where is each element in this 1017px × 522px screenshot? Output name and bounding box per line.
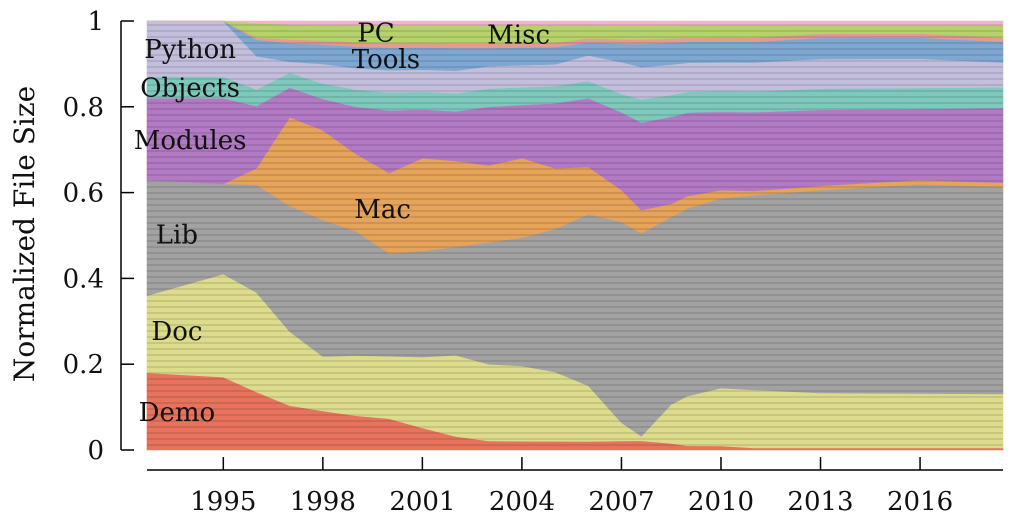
objects-area-texture	[147, 72, 1003, 123]
pc-area-texture	[147, 21, 1003, 49]
x-tick-label: 2001	[389, 487, 455, 517]
y-axis-title: Normalized File Size	[8, 86, 41, 382]
unlabeled-area-texture	[147, 21, 1003, 26]
x-tick-label: 2010	[688, 487, 754, 517]
y-tick-label: 0.6	[63, 179, 104, 209]
doc-area-texture	[147, 274, 1003, 448]
band-label-lib: Lib	[156, 220, 198, 250]
python-area-texture	[147, 21, 1003, 100]
misc-area-texture	[147, 21, 1003, 44]
x-tick-label: 2016	[887, 487, 953, 517]
axes: Normalized File Size 0 0.2 0.4 0.6 0.8 1 1995 1…	[8, 7, 1003, 517]
band-label-objects: Objects	[140, 74, 240, 104]
x-tick-label: 1998	[290, 487, 356, 517]
band-label-modules: Modules	[134, 126, 247, 156]
y-tick-label: 0.8	[63, 93, 104, 123]
x-tick-label: 2007	[588, 487, 654, 517]
modules-area-texture	[147, 87, 1003, 211]
lib-area-texture	[147, 179, 1003, 437]
band-label-demo: Demo	[139, 398, 216, 428]
x-tick-label: 1995	[190, 487, 256, 517]
band-label-misc: Misc	[487, 20, 550, 50]
band-label-tools: Tools	[352, 45, 420, 75]
tools-area-texture	[147, 21, 1003, 71]
texture-overlay	[147, 21, 1003, 450]
x-tick-label: 2013	[787, 487, 853, 517]
band-label-mac: Mac	[354, 195, 411, 225]
band-label-pc: PC	[357, 18, 394, 48]
x-tick-label: 2004	[489, 487, 555, 517]
demo-area-texture	[147, 372, 1003, 450]
y-tick-label: 0.2	[63, 350, 104, 380]
y-tick-label: 0	[87, 436, 104, 466]
y-tick-label: 0.4	[63, 264, 104, 294]
y-tick-label: 1	[87, 7, 104, 37]
band-label-python: Python	[144, 35, 236, 65]
band-label-doc: Doc	[151, 317, 202, 347]
mac-area-texture	[147, 117, 1003, 254]
